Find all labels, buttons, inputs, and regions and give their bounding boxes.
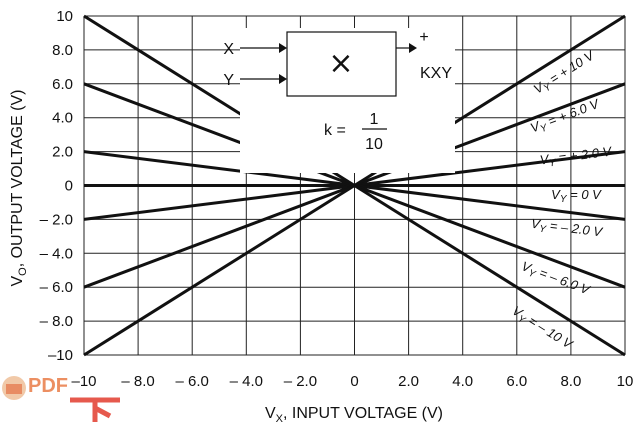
k-denominator: 10	[365, 136, 383, 153]
output-label: KXY	[420, 65, 452, 82]
y-tick-label: 4.0	[52, 110, 73, 127]
watermark-text: PDF	[28, 375, 68, 397]
series-label: VY = 0 V	[551, 187, 602, 205]
input-x-arrowhead	[279, 43, 287, 53]
watermark-doc-shape	[6, 384, 22, 394]
x-tick-label: 6.0	[506, 373, 527, 390]
series-line	[83, 14, 626, 357]
x-tick-label: – 4.0	[230, 373, 263, 390]
x-tick-label: –10	[71, 373, 96, 390]
y-tick-label: 2.0	[52, 144, 73, 161]
k-label: k =	[324, 122, 346, 139]
x-tick-label: – 6.0	[176, 373, 209, 390]
input-y-arrowhead	[279, 74, 287, 84]
watermark-glyph	[70, 397, 120, 422]
y-axis-title: VO, OUTPUT VOLTAGE (V)	[9, 89, 29, 286]
tick-labels: –10– 8.0– 6.0– 4.0– 2.0 0 2.0 4.0 6.0 8.0 1010…	[40, 8, 633, 390]
x-tick-label: 10	[617, 373, 633, 390]
x-tick-label: – 8.0	[121, 373, 154, 390]
multiply-symbol: ×	[328, 46, 353, 81]
x-axis-title: VX, INPUT VOLTAGE (V)	[265, 405, 443, 425]
x-tick-label: 0	[350, 373, 358, 390]
y-tick-label: 10	[56, 8, 73, 25]
input-y-label: Y	[223, 72, 234, 89]
y-tick-label: – 6.0	[40, 279, 73, 296]
k-numerator: 1	[370, 111, 379, 128]
series-label: VY = – 2.0 V	[530, 216, 604, 243]
y-tick-label: –10	[48, 347, 73, 364]
multiplier-diagram: X Y × + KXY k = 1 10	[223, 28, 455, 173]
y-tick-label: 0	[65, 178, 73, 195]
y-tick-label: 8.0	[52, 42, 73, 59]
y-tick-label: – 2.0	[40, 211, 73, 228]
multiplier-box	[286, 31, 397, 97]
x-tick-label: 8.0	[560, 373, 581, 390]
input-x-label: X	[223, 41, 234, 58]
x-tick-label: – 2.0	[284, 373, 317, 390]
x-tick-label: 2.0	[398, 373, 419, 390]
y-tick-label: 6.0	[52, 76, 73, 93]
series-label: VY = + 2.0 V	[539, 143, 614, 170]
output-arrowhead	[409, 43, 417, 53]
plus-sign: +	[419, 29, 428, 46]
series-label: VY = – 10 V	[508, 303, 576, 355]
watermark-logo: PDF	[2, 375, 120, 422]
y-tick-label: – 4.0	[40, 245, 73, 262]
x-tick-label: 4.0	[452, 373, 473, 390]
y-tick-label: – 8.0	[40, 313, 73, 330]
